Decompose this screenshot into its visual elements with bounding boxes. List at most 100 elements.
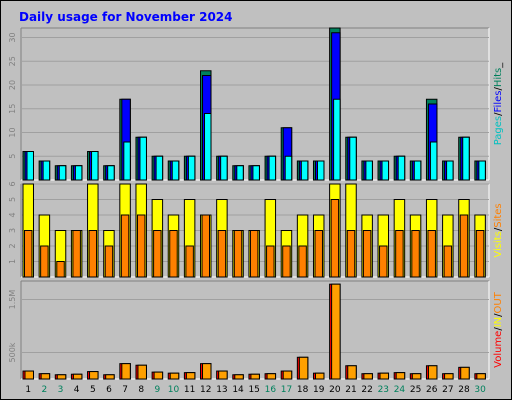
bar-pages — [349, 136, 357, 181]
legend-entry: / — [493, 227, 504, 231]
bar-sites — [40, 245, 49, 278]
bar-volume-out — [89, 371, 99, 380]
bar-volume-out — [314, 372, 325, 380]
legend-entry: Visits — [493, 231, 504, 258]
x-tick-label: 8 — [138, 385, 144, 395]
x-tick-label: 27 — [442, 385, 453, 395]
bar-pages — [91, 151, 99, 181]
bar-sites — [266, 245, 275, 278]
bar-sites — [120, 214, 130, 278]
x-tick-label: 11 — [184, 385, 195, 395]
bar-sites — [201, 214, 211, 278]
bar-pages — [155, 155, 164, 181]
bar-sites — [314, 230, 323, 278]
bar-volume-out — [121, 363, 131, 380]
y-tick-label: 2 — [8, 243, 17, 248]
panel-2-bg — [21, 281, 489, 379]
x-tick-label: 30 — [474, 385, 486, 395]
legend-panel-0: Pages/Files/Hits_ — [493, 62, 504, 146]
y-tick-label: 1.5M — [8, 290, 17, 310]
bar-pages — [252, 165, 260, 181]
x-tick-label: 16 — [265, 385, 277, 395]
bar-pages — [413, 160, 422, 181]
bar-sites — [362, 230, 372, 278]
legend-entry: Sites — [493, 203, 504, 227]
bar-sites — [443, 245, 453, 278]
y-tick-label: 5 — [8, 154, 17, 159]
bar-pages — [236, 165, 244, 181]
bar-sites — [72, 230, 81, 278]
bar-sites — [459, 214, 469, 278]
bar-volume-out — [395, 372, 406, 380]
bar-volume-out — [298, 356, 309, 380]
bar-volume-out — [56, 374, 67, 380]
bar-pages — [300, 160, 309, 181]
bar-volume-out — [266, 373, 277, 380]
bar-volume-out — [444, 373, 454, 380]
bar-pages — [381, 160, 390, 181]
x-tick-label: 14 — [232, 385, 244, 395]
bar-volume-out — [411, 373, 422, 380]
x-tick-label: 5 — [90, 385, 96, 395]
bar-sites — [88, 230, 98, 278]
x-tick-label: 4 — [74, 385, 80, 395]
x-tick-label: 9 — [154, 385, 160, 395]
bar-sites — [233, 230, 243, 278]
legend-entry: IN — [493, 317, 504, 327]
bar-sites — [249, 230, 259, 278]
bar-volume-out — [218, 370, 228, 380]
y-tick-label: 500k — [8, 342, 17, 362]
bar-sites — [282, 245, 291, 278]
x-tick-label: 21 — [345, 385, 356, 395]
bar-volume-out — [137, 364, 147, 380]
legend-entry: Volume — [493, 331, 504, 368]
bar-pages — [268, 155, 277, 181]
bar-pages — [365, 160, 373, 181]
bar-volume-out — [24, 370, 34, 380]
legend-panel-2: Volume/IN/OUT — [493, 291, 504, 368]
y-tick-label: 25 — [8, 56, 17, 66]
bar-volume-out — [234, 374, 244, 380]
y-tick-label: 4 — [8, 212, 17, 217]
bar-pages — [74, 165, 83, 181]
bar-volume-out — [379, 372, 390, 380]
x-tick-label: 24 — [394, 385, 406, 395]
bar-volume-out — [282, 370, 293, 380]
bar-sites — [330, 199, 340, 278]
legend-entry: Pages — [493, 116, 504, 145]
bar-pages — [446, 160, 454, 181]
y-tick-label: 10 — [8, 127, 17, 137]
bar-pages — [204, 113, 212, 181]
bar-pages — [171, 160, 180, 181]
bar-pages — [58, 165, 67, 181]
bar-volume-out — [347, 365, 357, 380]
y-tick-label: 5 — [8, 197, 17, 202]
x-tick-label: 17 — [281, 385, 292, 395]
bar-pages — [478, 160, 486, 181]
bar-pages — [429, 141, 438, 181]
y-tick-label: 30 — [8, 32, 17, 42]
bar-sites — [169, 230, 178, 278]
bar-pages — [333, 98, 341, 181]
legend-entry: _ — [493, 62, 504, 69]
bar-volume-out — [40, 373, 51, 380]
bar-volume-out — [202, 363, 212, 380]
bar-sites — [379, 245, 388, 278]
x-tick-label: 18 — [297, 385, 309, 395]
legend-entry: Hits — [493, 68, 504, 87]
bar-pages — [397, 155, 406, 181]
bar-pages — [462, 136, 470, 181]
bar-pages — [284, 155, 293, 181]
x-tick-label: 13 — [216, 385, 227, 395]
x-tick-label: 26 — [426, 385, 438, 395]
bar-pages — [220, 155, 228, 181]
bar-pages — [187, 155, 196, 181]
x-tick-label: 3 — [58, 385, 64, 395]
bar-volume-out — [250, 373, 260, 380]
bar-sites — [136, 214, 146, 278]
x-tick-label: 20 — [329, 385, 341, 395]
legend-entry: / — [493, 87, 504, 91]
x-tick-label: 12 — [200, 385, 211, 395]
